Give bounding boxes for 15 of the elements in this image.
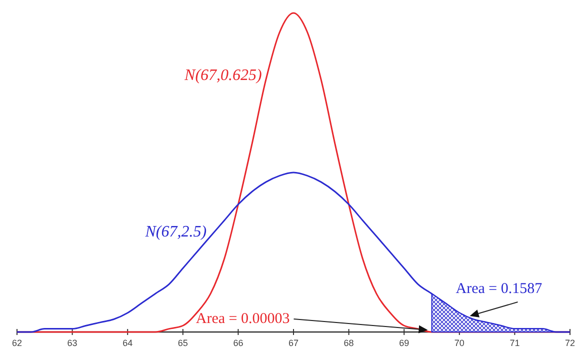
- x-tick-label: 65: [178, 338, 188, 348]
- series-label: N(67,0.625): [184, 66, 262, 84]
- x-tick-label: 72: [564, 338, 576, 348]
- annotation: Area = 0.00003: [196, 311, 290, 327]
- x-tick-label: 67: [288, 338, 299, 348]
- x-tick-label: 68: [344, 338, 354, 348]
- x-tick-label: 69: [399, 338, 410, 348]
- annotation: Area = 0.1587: [456, 281, 543, 297]
- x-tick-label: 63: [67, 338, 78, 348]
- x-tick-label: 71: [510, 338, 520, 348]
- series-label: N(67,2.5): [144, 223, 207, 240]
- x-tick-label: 70: [454, 338, 464, 348]
- x-tick-label: 64: [122, 338, 133, 348]
- x-tick-label: 66: [233, 338, 244, 348]
- x-tick-label: 62: [12, 338, 22, 348]
